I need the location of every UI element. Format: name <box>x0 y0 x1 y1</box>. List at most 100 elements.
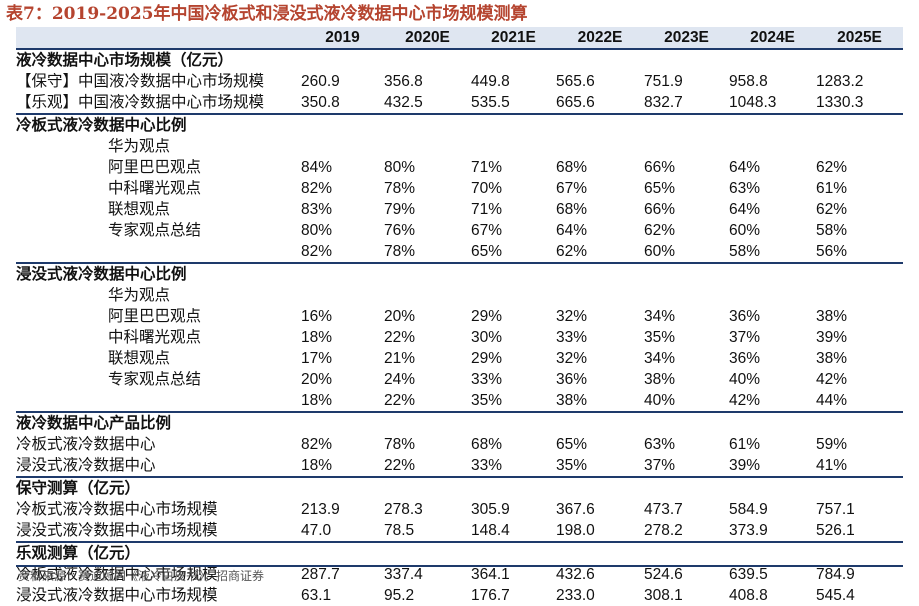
value-cell: 63% <box>644 436 676 453</box>
value-cell: 22% <box>384 457 416 474</box>
table-row: 冷板式液冷数据中心市场规模 213.9 278.3 305.9 367.6 473.7 58… <box>16 499 903 520</box>
value-cell: 35% <box>471 392 503 409</box>
value-cell: 308.1 <box>644 587 683 604</box>
value-cell: 78.5 <box>384 522 415 539</box>
value-cell: 350.8 <box>301 94 340 111</box>
row-label <box>16 390 301 412</box>
header-label-cell <box>16 27 301 50</box>
section-header-row: 乐观测算（亿元） <box>16 541 903 564</box>
value-cell: 65% <box>644 180 676 197</box>
header-year: 2021E <box>471 27 556 50</box>
value-cell: 198.0 <box>556 522 595 539</box>
value-cell: 364.1 <box>471 566 510 583</box>
value-cell: 79% <box>384 201 416 218</box>
value-cell: 176.7 <box>471 587 510 604</box>
row-label: 【保守】中国液冷数据中心市场规模 <box>16 73 265 90</box>
value-cell: 356.8 <box>384 73 423 90</box>
value-cell: 33% <box>471 457 503 474</box>
section-heading: 液冷数据中心市场规模（亿元） <box>16 52 234 69</box>
value-cell: 64% <box>556 222 588 239</box>
table-row: 冷板式液冷数据中心市场规模 287.7 337.4 364.1 432.6 524.6 63… <box>16 564 903 585</box>
table-row: 专家观点总结 80% 76% 67% 64% 62% 60% 58% <box>16 220 903 241</box>
value-cell: 68% <box>556 159 588 176</box>
value-cell: 64% <box>729 159 761 176</box>
value-cell <box>301 285 384 306</box>
table-row: 阿里巴巴观点 16% 20% 29% 32% 34% 36% 38% <box>16 306 903 327</box>
section-heading: 浸没式液冷数据中心比例 <box>16 262 903 285</box>
value-cell: 337.4 <box>384 566 423 583</box>
value-cell: 524.6 <box>644 566 683 583</box>
row-label: 联想观点 <box>108 201 171 218</box>
value-cell: 38% <box>816 350 848 367</box>
value-cell: 40% <box>729 371 761 388</box>
value-cell: 38% <box>556 392 588 409</box>
value-cell: 213.9 <box>301 501 340 518</box>
table-row: 华为观点 <box>16 285 903 306</box>
section-heading: 液冷数据中心产品比例 <box>16 411 903 434</box>
header-row: 2019 2020E 2021E 2022E 2023E 2024E 2025E <box>16 27 903 50</box>
value-cell: 20% <box>301 371 333 388</box>
value-cell <box>384 136 471 157</box>
value-cell: 38% <box>816 308 848 325</box>
value-cell: 408.8 <box>729 587 768 604</box>
value-cell <box>729 285 816 306</box>
value-cell <box>729 136 816 157</box>
section-header-row: 液冷数据中心市场规模（亿元） <box>16 49 903 71</box>
value-cell: 78% <box>384 243 416 260</box>
value-cell: 148.4 <box>471 522 510 539</box>
value-cell: 751.9 <box>644 73 683 90</box>
value-cell: 58% <box>816 222 848 239</box>
value-cell: 33% <box>471 371 503 388</box>
section-heading: 保守测算（亿元） <box>16 476 903 499</box>
value-cell: 84% <box>301 159 333 176</box>
value-cell: 61% <box>729 436 761 453</box>
table-row: 联想观点 17% 21% 29% 32% 34% 36% 38% <box>16 348 903 369</box>
value-cell: 305.9 <box>471 501 510 518</box>
value-cell <box>556 285 644 306</box>
value-cell: 82% <box>301 436 333 453</box>
value-cell: 59% <box>816 436 848 453</box>
value-cell: 63.1 <box>301 587 332 604</box>
value-cell: 29% <box>471 350 503 367</box>
value-cell: 35% <box>556 457 588 474</box>
value-cell: 32% <box>556 350 588 367</box>
value-cell: 22% <box>384 329 416 346</box>
value-cell: 65% <box>471 243 503 260</box>
value-cell: 60% <box>644 243 676 260</box>
value-cell: 39% <box>729 457 761 474</box>
value-cell: 83% <box>301 201 333 218</box>
value-cell: 66% <box>644 159 676 176</box>
value-cell: 832.7 <box>644 94 683 111</box>
value-cell <box>471 285 556 306</box>
section-heading: 乐观测算（亿元） <box>16 541 903 564</box>
value-cell: 70% <box>471 180 503 197</box>
value-cell: 784.9 <box>816 566 855 583</box>
table-row: 18% 22% 35% 38% 40% 42% 44% <box>16 390 903 412</box>
value-cell: 67% <box>556 180 588 197</box>
table-row: 中科曙光观点 82% 78% 70% 67% 65% 63% 61% <box>16 178 903 199</box>
header-year: 2019 <box>301 27 384 50</box>
value-cell <box>471 136 556 157</box>
value-cell: 565.6 <box>556 73 595 90</box>
value-cell <box>816 136 903 157</box>
section-header-row: 保守测算（亿元） <box>16 476 903 499</box>
value-cell: 278.3 <box>384 501 423 518</box>
value-cell: 95.2 <box>384 587 415 604</box>
value-cell: 24% <box>384 371 416 388</box>
table-row: 阿里巴巴观点 84% 80% 71% 68% 66% 64% 62% <box>16 157 903 178</box>
row-label: 专家观点总结 <box>108 371 202 388</box>
value-cell: 34% <box>644 308 676 325</box>
value-cell <box>816 285 903 306</box>
table-row: 中科曙光观点 18% 22% 30% 33% 35% 37% 39% <box>16 327 903 348</box>
value-cell: 535.5 <box>471 94 510 111</box>
row-label: 浸没式液冷数据中心 <box>16 457 156 474</box>
value-cell: 30% <box>471 329 503 346</box>
value-cell: 60% <box>729 222 761 239</box>
value-cell: 63% <box>729 180 761 197</box>
value-cell: 16% <box>301 308 333 325</box>
value-cell: 62% <box>556 243 588 260</box>
table-row: 联想观点 83% 79% 71% 68% 66% 64% 62% <box>16 199 903 220</box>
value-cell: 18% <box>301 392 333 409</box>
header-year: 2020E <box>384 27 471 50</box>
row-label: 浸没式液冷数据中心市场规模 <box>16 522 218 539</box>
